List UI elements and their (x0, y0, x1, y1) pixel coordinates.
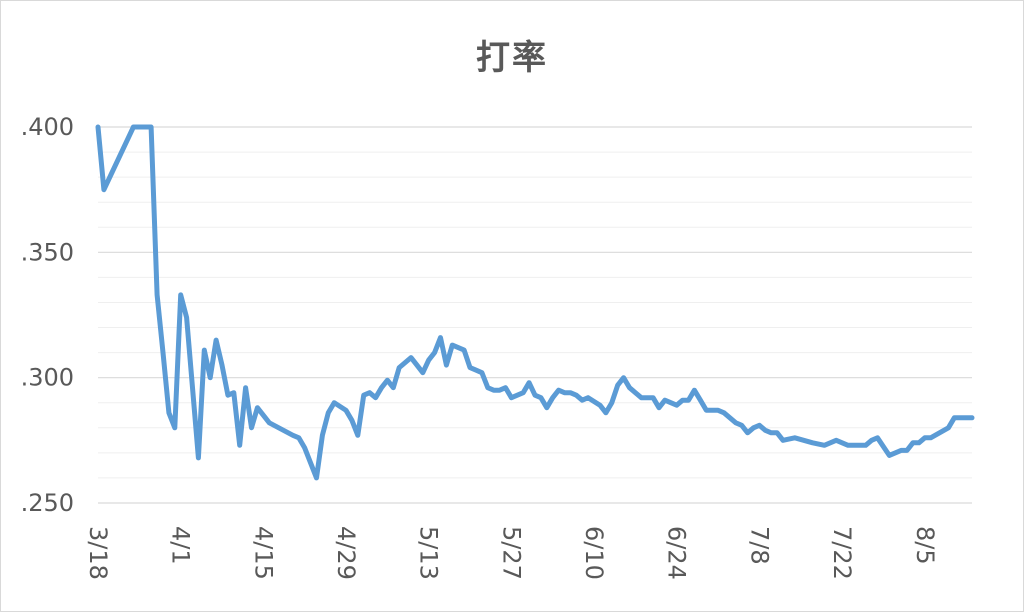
x-tick-label: 3/18 (84, 526, 112, 580)
y-axis-ticks: .250 .300 .350 .400 (21, 113, 74, 517)
y-tick-label: .250 (21, 489, 74, 517)
x-tick-label: 8/5 (911, 526, 939, 565)
x-tick-label: 5/13 (415, 526, 443, 580)
x-tick-label: 4/1 (167, 526, 195, 565)
x-tick-label: 4/15 (249, 526, 277, 580)
x-tick-label: 7/8 (745, 526, 773, 565)
x-tick-label: 6/10 (580, 526, 608, 580)
x-tick-label: 6/24 (663, 526, 691, 580)
y-tick-label: .400 (21, 113, 74, 141)
x-tick-label: 4/29 (332, 526, 360, 580)
y-tick-label: .350 (21, 238, 74, 266)
x-axis-ticks: 3/18 4/1 4/15 4/29 5/13 5/27 6/10 6/24 7/8 7/22 8/… (84, 526, 939, 580)
x-tick-label: 7/22 (828, 526, 856, 580)
y-tick-label: .300 (21, 364, 74, 392)
grid-lines (98, 126, 972, 504)
batting-average-line (95, 124, 975, 481)
chart-title: 打率 (476, 38, 548, 78)
x-tick-label: 5/27 (497, 526, 525, 580)
